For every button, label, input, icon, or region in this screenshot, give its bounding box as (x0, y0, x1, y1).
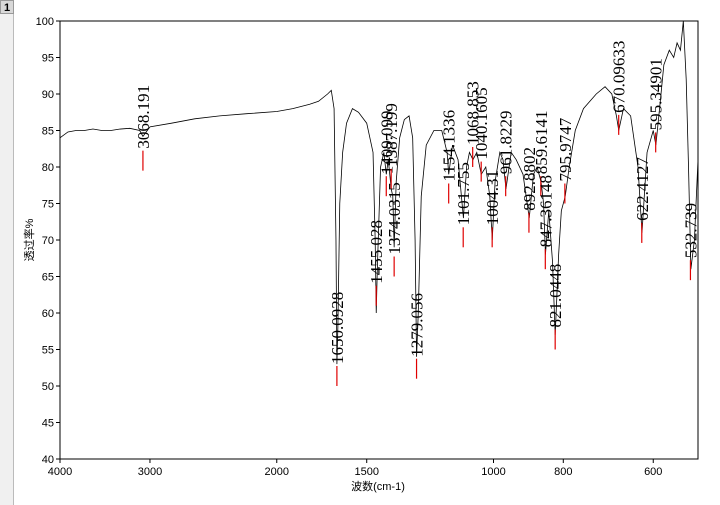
peak-label: 1101.755 (454, 162, 473, 225)
peak-label: 1279.056 (408, 293, 427, 357)
peak-label: 1374.0315 (385, 182, 404, 254)
peak-label: 595.34901 (647, 58, 666, 130)
peak-label: 795.9747 (556, 117, 575, 181)
peak-label: 892.8802 (520, 147, 539, 211)
y-tick-label: 95 (42, 53, 54, 65)
spectrum-line (59, 20, 699, 365)
peak-label: 847.36148 (536, 175, 555, 247)
peak-label: 1004.31 (483, 170, 502, 225)
y-tick-label: 50 (42, 381, 54, 393)
x-tick-label: 2000 (265, 466, 289, 478)
y-tick-label: 40 (42, 454, 54, 466)
peak-label: 1154.1336 (440, 110, 459, 182)
y-tick-label: 100 (36, 16, 54, 28)
peak-label: 1455.028 (367, 220, 386, 284)
x-axis-label: 波数(cm-1) (351, 480, 405, 493)
x-tick-label: 3000 (138, 466, 162, 478)
x-tick-label: 800 (554, 466, 572, 478)
peak-label: 1068.853 (464, 81, 483, 145)
y-tick-label: 70 (42, 235, 54, 247)
peak-label: 532.739 (681, 203, 700, 258)
y-tick-label: 65 (42, 272, 54, 284)
peak-label: 961.8229 (497, 110, 516, 174)
peak-label: 1387.199 (382, 103, 401, 167)
peak-label: 622.4127 (633, 157, 652, 221)
tab-label[interactable]: 1 (0, 0, 14, 14)
y-axis-label: 透过率% (22, 218, 36, 261)
peak-label: 1650.0928 (328, 292, 347, 364)
y-tick-label: 55 (42, 345, 54, 357)
peak-label: 859.6141 (532, 110, 551, 174)
x-tick-label: 4000 (48, 466, 72, 478)
x-tick-label: 1000 (481, 466, 505, 478)
x-tick-label: 600 (644, 466, 662, 478)
peak-label: 670.09633 (610, 41, 629, 113)
y-tick-label: 80 (42, 162, 54, 174)
y-tick-label: 60 (42, 308, 54, 320)
y-tick-label: 75 (42, 199, 54, 211)
peak-label: 821.0448 (546, 264, 565, 328)
side-strip (0, 14, 14, 505)
y-tick-label: 45 (42, 418, 54, 430)
peak-label: 1040.1605 (472, 87, 491, 159)
y-tick-label: 90 (42, 89, 54, 101)
peak-label: 3068.191 (134, 85, 153, 149)
y-tick-label: 85 (42, 126, 54, 138)
x-tick-label: 1500 (354, 466, 378, 478)
peak-label: 1409.099 (377, 110, 396, 174)
